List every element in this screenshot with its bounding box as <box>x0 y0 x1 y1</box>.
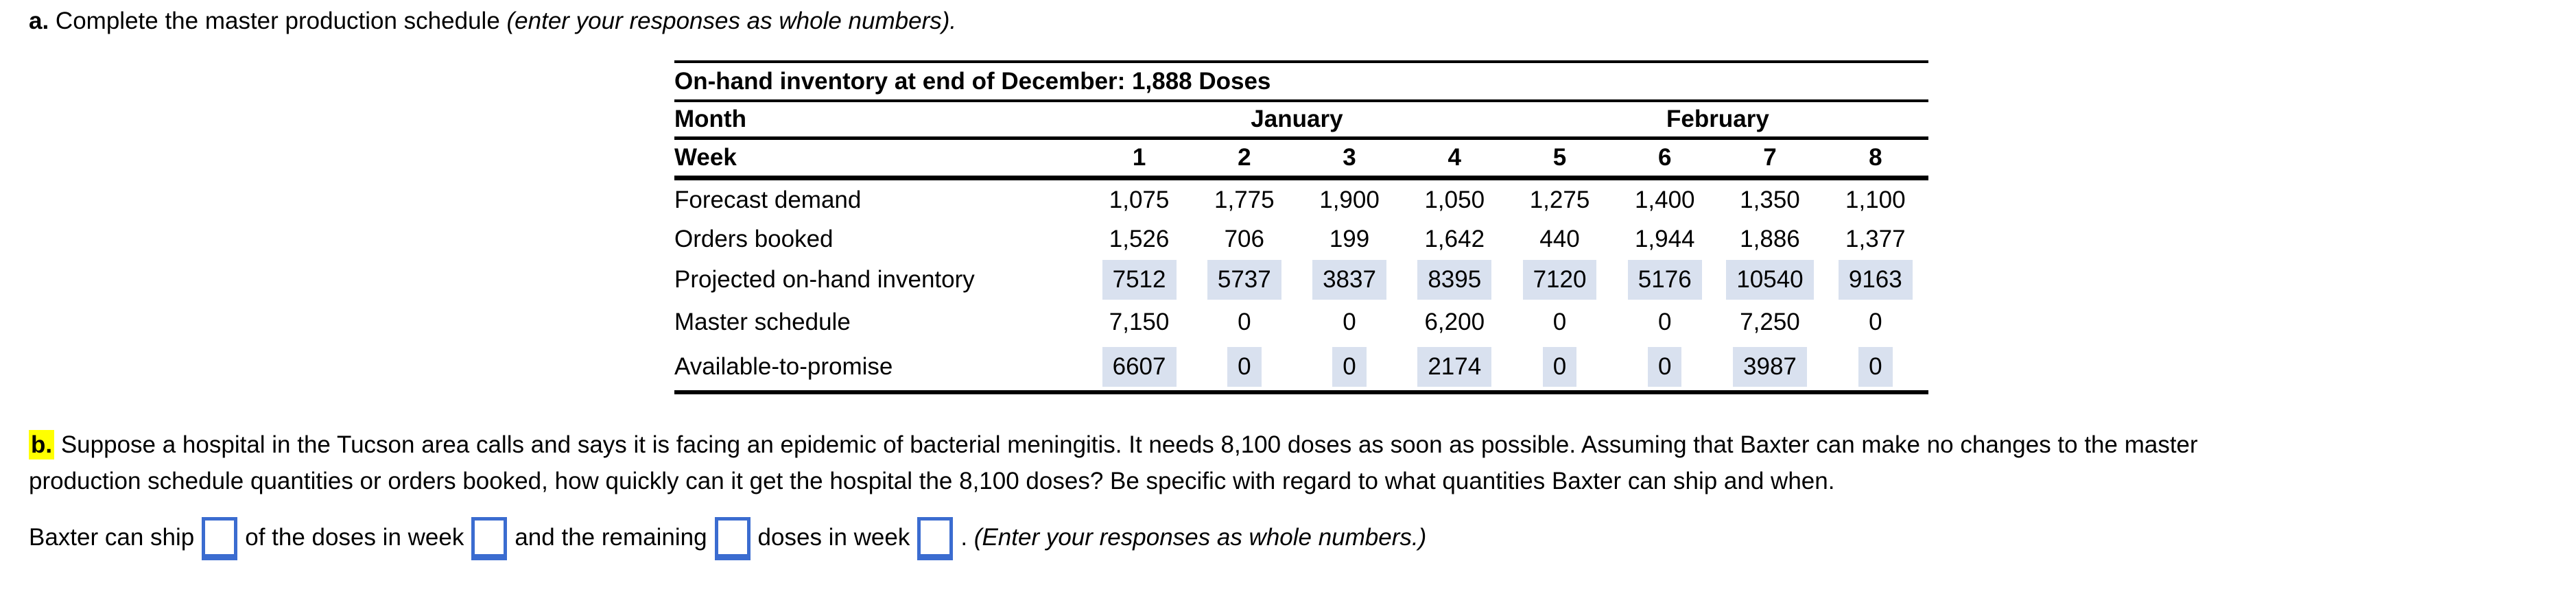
atp-w5-answer[interactable]: 0 <box>1542 347 1577 387</box>
question-b: b. Suppose a hospital in the Tucson area… <box>29 427 2198 499</box>
projected-inventory-row: Projected on-hand inventory 7512 5737 38… <box>674 259 1928 301</box>
answer-seg-2: of the doses in week <box>245 524 464 551</box>
question-b-label: b. <box>29 430 55 459</box>
ship-quantity-input[interactable] <box>202 517 238 561</box>
forecast-w1: 1,075 <box>1109 187 1170 213</box>
month-january: January <box>1086 101 1507 140</box>
remaining-quantity-input[interactable] <box>714 517 751 561</box>
forecast-w5: 1,275 <box>1529 187 1590 213</box>
orders-w8: 1,377 <box>1845 226 1906 252</box>
atp-w3-answer[interactable]: 0 <box>1332 347 1367 387</box>
available-to-promise-row: Available-to-promise 6607 0 0 2174 0 0 3… <box>674 344 1928 392</box>
atp-w6-answer[interactable]: 0 <box>1648 347 1682 387</box>
question-a-note: (enter your responses as whole numbers). <box>506 8 957 34</box>
projected-w6-answer[interactable]: 5176 <box>1627 260 1702 300</box>
remaining-week-input[interactable] <box>917 517 954 561</box>
week-2-header: 2 <box>1192 138 1297 180</box>
master-w1: 7,150 <box>1109 309 1170 335</box>
answer-note: (Enter your responses as whole numbers.) <box>967 524 1427 551</box>
month-february: February <box>1506 101 1928 140</box>
answer-seg-1: Baxter can ship <box>29 524 195 551</box>
atp-w1-answer[interactable]: 6607 <box>1102 347 1177 387</box>
week-header-row: Week 1 2 3 4 5 6 7 8 <box>674 138 1928 180</box>
week-1-header: 1 <box>1086 138 1192 180</box>
master-schedule-row: Master schedule 7,150 0 0 6,200 0 0 7,25… <box>674 301 1928 344</box>
master-w7: 7,250 <box>1740 309 1800 335</box>
forecast-w3: 1,900 <box>1319 187 1380 213</box>
projected-w3-answer[interactable]: 3837 <box>1312 260 1386 300</box>
orders-w4: 1,642 <box>1424 226 1485 252</box>
question-b-line-1: b. Suppose a hospital in the Tucson area… <box>29 427 2198 463</box>
forecast-w2: 1,775 <box>1214 187 1275 213</box>
orders-w3: 199 <box>1329 226 1370 252</box>
onhand-inventory-row: On-hand inventory at end of December: 1,… <box>674 62 1928 102</box>
forecast-w6: 1,400 <box>1634 187 1695 213</box>
forecast-w8: 1,100 <box>1845 187 1906 213</box>
orders-w5: 440 <box>1539 226 1580 252</box>
forecast-demand-row: Forecast demand 1,075 1,775 1,900 1,050 … <box>674 178 1928 221</box>
orders-w1: 1,526 <box>1109 226 1170 252</box>
orders-booked-row: Orders booked 1,526 706 199 1,642 440 1,… <box>674 220 1928 259</box>
forecast-w4: 1,050 <box>1424 187 1485 213</box>
week-header: Week <box>674 138 1087 180</box>
answer-seg-3: and the remaining <box>515 524 707 551</box>
master-w3: 0 <box>1343 309 1356 335</box>
atp-w7-answer[interactable]: 3987 <box>1733 347 1807 387</box>
master-w2: 0 <box>1238 309 1251 335</box>
projected-w2-answer[interactable]: 5737 <box>1207 260 1281 300</box>
row-label-master-schedule: Master schedule <box>674 309 851 335</box>
master-w5: 0 <box>1552 309 1567 335</box>
mps-table-container: On-hand inventory at end of December: 1,… <box>674 60 1928 394</box>
atp-w8-answer[interactable]: 0 <box>1858 347 1893 387</box>
forecast-w7: 1,350 <box>1740 187 1800 213</box>
projected-w5-answer[interactable]: 7120 <box>1522 260 1597 300</box>
row-label-forecast-demand: Forecast demand <box>674 187 862 213</box>
question-a: a. Complete the master production schedu… <box>29 8 956 35</box>
row-label-available-to-promise: Available-to-promise <box>674 353 893 380</box>
week-3-header: 3 <box>1297 138 1402 180</box>
mps-table: On-hand inventory at end of December: 1,… <box>674 60 1928 394</box>
row-label-orders-booked: Orders booked <box>674 226 834 252</box>
projected-w4-answer[interactable]: 8395 <box>1417 260 1492 300</box>
onhand-inventory-caption: On-hand inventory at end of December: 1,… <box>674 62 1928 102</box>
atp-w4-answer[interactable]: 2174 <box>1417 347 1492 387</box>
master-w6: 0 <box>1658 309 1672 335</box>
month-header: Month <box>674 101 1087 140</box>
answer-sentence: Baxter can ship of the doses in week and t… <box>29 513 1426 562</box>
row-label-projected-inventory: Projected on-hand inventory <box>674 266 975 293</box>
question-b-text-2: production schedule quantities or orders… <box>29 468 1835 494</box>
projected-w1-answer[interactable]: 7512 <box>1102 260 1177 300</box>
projected-w7-answer[interactable]: 10540 <box>1726 260 1814 300</box>
question-a-text: Complete the master production schedule <box>49 8 507 34</box>
master-w8: 0 <box>1869 309 1882 335</box>
orders-w2: 706 <box>1224 226 1264 252</box>
projected-w8-answer[interactable]: 9163 <box>1838 260 1913 300</box>
answer-seg-4: doses in week <box>757 524 910 551</box>
orders-w6: 1,944 <box>1634 226 1695 252</box>
master-w4: 6,200 <box>1424 309 1485 335</box>
week-7-header: 7 <box>1717 138 1823 180</box>
week-5-header: 5 <box>1506 138 1613 180</box>
week-6-header: 6 <box>1612 138 1718 180</box>
orders-w7: 1,886 <box>1740 226 1800 252</box>
week-8-header: 8 <box>1822 138 1928 180</box>
question-b-text-1: Suppose a hospital in the Tucson area ca… <box>54 431 2198 458</box>
ship-week-input[interactable] <box>471 517 508 561</box>
atp-w2-answer[interactable]: 0 <box>1227 347 1262 387</box>
week-4-header: 4 <box>1402 138 1507 180</box>
question-a-label: a. <box>29 8 49 34</box>
month-header-row: Month January February <box>674 101 1928 140</box>
answer-period: . <box>960 524 968 551</box>
